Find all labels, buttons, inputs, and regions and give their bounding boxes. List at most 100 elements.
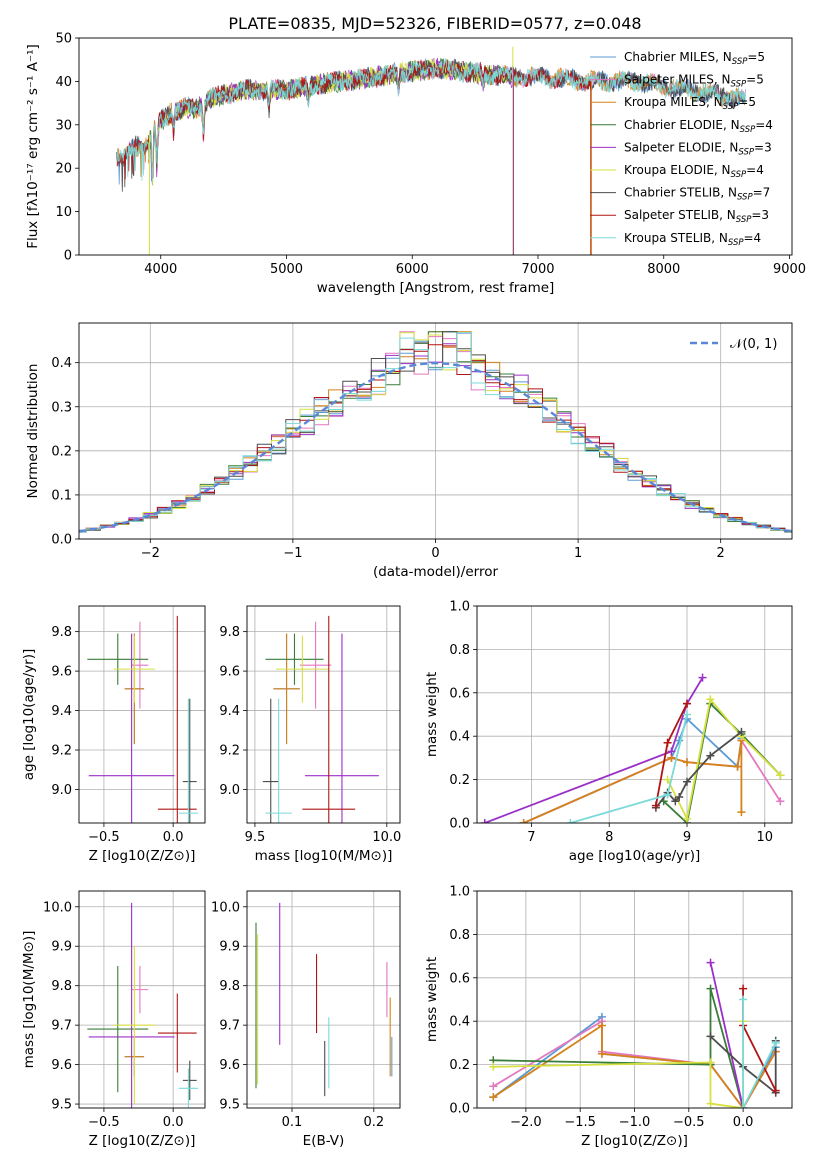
legend-label: Chabrier ELODIE, NSSP=4 [624, 118, 773, 135]
y-tick-label: 9.6 [51, 665, 72, 680]
x-tick-label: 4000 [144, 262, 177, 277]
chart-weight-vs-Z: −2.0 −1.5 −1.0 −0.5 0.0 0.0 0.2 0.4 0.6 0.8 1.0 Z [… [424, 885, 793, 1149]
plot-area [489, 958, 780, 1108]
x-tick-label: 0.1 [282, 1115, 303, 1130]
spectrum-line [116, 58, 746, 182]
plot-area [87, 902, 199, 1108]
y-tick-label: 0.1 [51, 488, 72, 503]
weight-line [742, 999, 777, 1108]
axes-frame [78, 322, 793, 540]
y-axis-label: mass weight [424, 957, 440, 1042]
x-axis-label: Z [log10(Z/Z⊙)] [581, 1133, 688, 1149]
y-tick-label: 9.9 [219, 940, 240, 955]
normal-curve [79, 361, 792, 533]
legend-label: 𝒩(0, 1) [730, 337, 777, 352]
plot-area [116, 46, 746, 255]
x-axis-label: Z [log10(Z/Z⊙)] [89, 1133, 196, 1149]
weight-marker [733, 762, 742, 771]
x-axis-label: Z [log10(Z/Z⊙)] [89, 848, 196, 864]
y-tick-label: 10 [55, 205, 72, 220]
y-tick-label: 9.4 [51, 704, 72, 719]
x-tick-label: 7000 [521, 262, 554, 277]
x-tick-label: −0.5 [88, 1115, 120, 1130]
x-tick-label: −2.0 [510, 1115, 542, 1130]
y-tick-label: 10.0 [211, 900, 240, 915]
chart-age-vs-Z: −0.5 0.0 9.0 9.2 9.4 9.6 9.8 Z [log10(Z/Z⊙)] age… [21, 605, 206, 864]
y-tick-label: 9.8 [219, 979, 240, 994]
y-tick-label: 9.2 [219, 744, 240, 759]
x-tick-label: 9.5 [245, 830, 266, 845]
y-tick-label: 0.8 [449, 643, 470, 658]
figure-title: PLATE=0835, MJD=52326, FIBERID=0577, z=0… [228, 14, 641, 33]
weight-marker [776, 797, 785, 806]
plot-area [87, 615, 199, 823]
x-tick-label: 0.0 [163, 830, 184, 845]
axes-frame [246, 605, 401, 824]
x-tick-label: 8000 [647, 262, 680, 277]
x-axis-label: age [log10(age/yr)] [569, 848, 701, 864]
y-tick-label: 1.0 [449, 885, 470, 900]
weight-marker [771, 1038, 780, 1047]
y-tick-label: 30 [55, 118, 72, 133]
y-tick-label: 9.9 [51, 940, 72, 955]
x-tick-label: −1 [283, 546, 302, 561]
weight-marker [706, 1032, 715, 1041]
x-tick-label: −2 [141, 546, 160, 561]
y-tick-label: 9.0 [219, 783, 240, 798]
y-tick-label: 9.6 [219, 1058, 240, 1073]
y-tick-label: 0.4 [449, 730, 470, 745]
y-tick-label: 1.0 [449, 600, 470, 615]
weight-marker [739, 984, 748, 993]
axes-frame [78, 37, 793, 256]
y-tick-label: 9.0 [51, 783, 72, 798]
weight-marker [663, 775, 672, 784]
x-tick-label: 0.0 [733, 1115, 754, 1130]
y-tick-label: 0.6 [449, 686, 470, 701]
weight-marker [663, 738, 672, 747]
x-axis-label: E(B-V) [303, 1133, 345, 1149]
y-tick-label: 9.8 [51, 979, 72, 994]
weight-marker [683, 814, 691, 823]
y-tick-label: 40 [55, 75, 72, 90]
legend-label: Chabrier STELIB, NSSP=7 [624, 186, 770, 203]
weight-marker [675, 792, 684, 801]
x-axis-label: (data-model)/error [373, 564, 499, 580]
legend-label: Salpeter STELIB, NSSP=3 [624, 208, 769, 225]
weight-marker [489, 1062, 498, 1071]
y-tick-label: 0.2 [449, 1058, 470, 1073]
weight-marker [489, 1082, 498, 1091]
chart-weight-vs-age: 7 8 9 10 0.0 0.2 0.4 0.6 0.8 1.0 age [log10(age/yr… [424, 600, 793, 864]
y-tick-label: 9.7 [51, 1019, 72, 1034]
x-tick-label: −0.5 [88, 830, 120, 845]
y-tick-label: 9.6 [219, 665, 240, 680]
x-axis-label: mass [log10(M/M⊙)] [255, 848, 393, 864]
x-tick-label: 5000 [270, 262, 303, 277]
y-tick-label: 0.0 [449, 1102, 470, 1117]
y-tick-label: 0.4 [51, 356, 72, 371]
weight-marker [706, 751, 715, 760]
plot-area [262, 615, 379, 823]
y-tick-label: 0.4 [449, 1015, 470, 1030]
y-tick-label: 9.8 [219, 625, 240, 640]
chart-residuals: −2 −1 0 1 2 0.0 0.1 0.2 0.3 0.4 (data-model)/error… [25, 322, 793, 580]
plot-area [480, 673, 785, 823]
axes-frame [476, 890, 793, 1109]
y-tick-label: 0.6 [449, 971, 470, 986]
weight-marker [698, 673, 707, 682]
x-tick-label: 9000 [773, 262, 806, 277]
x-tick-label: 0.2 [363, 1115, 384, 1130]
y-tick-label: 9.2 [51, 744, 72, 759]
weight-marker [771, 1086, 780, 1095]
chart-mass-vs-Z: −0.5 0.0 9.5 9.6 9.7 9.8 9.9 10.0 Z [log10(Z/Z⊙)… [21, 890, 206, 1149]
weight-marker [671, 797, 680, 806]
axes-frame [246, 890, 401, 1109]
weight-marker [519, 819, 528, 823]
weight-marker [683, 710, 691, 719]
legend-label: Kroupa MILES, NSSP=5 [624, 95, 756, 112]
y-tick-label: 50 [55, 32, 72, 47]
y-tick-label: 0.2 [51, 444, 72, 459]
weight-marker [706, 984, 715, 993]
weight-marker [776, 771, 785, 780]
weight-marker [706, 1058, 715, 1067]
spectrum-legend: Chabrier MILES, NSSP=5 Salpeter MILES, NS… [590, 50, 773, 248]
